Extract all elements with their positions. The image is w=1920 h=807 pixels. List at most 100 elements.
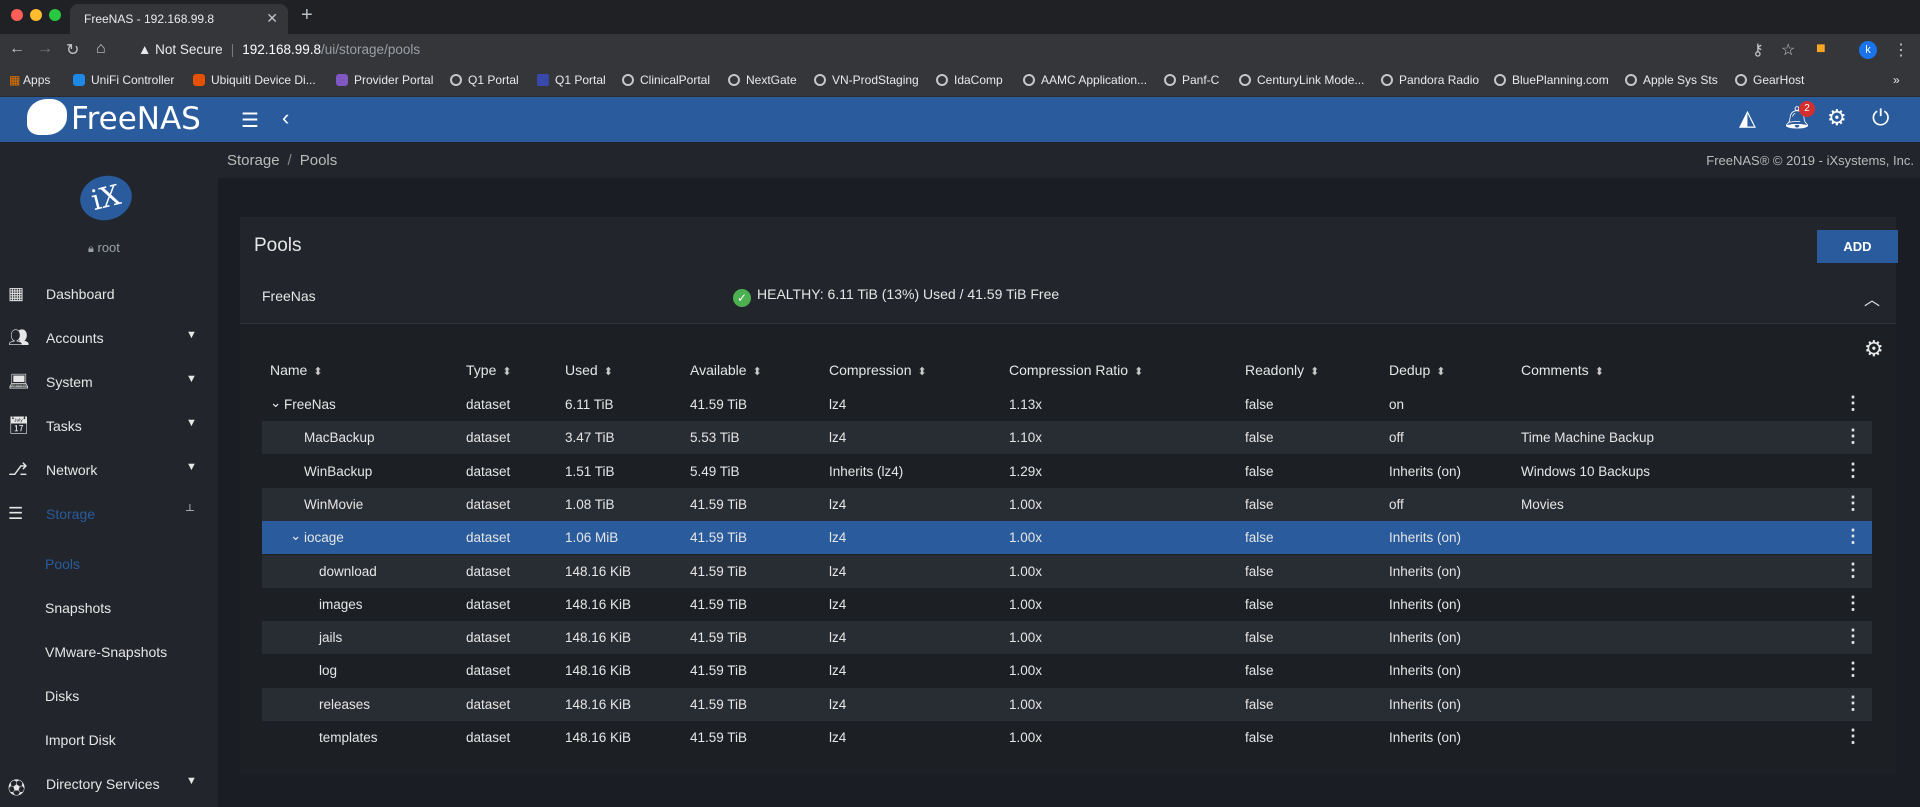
bookmark-item[interactable]: GearHost (1735, 73, 1804, 87)
bookmark-item[interactable]: Q1 Portal (537, 73, 606, 87)
freenas-logo[interactable]: FreeNAS (27, 99, 201, 137)
expand-chevron-icon[interactable]: ⌄ (270, 395, 282, 410)
sidebar-subitem-snapshots[interactable]: Snapshots (45, 600, 112, 616)
table-row[interactable]: WinBackup dataset 1.51 TiB 5.49 TiB Inherits… (262, 455, 1872, 488)
new-tab-icon[interactable]: + (301, 4, 313, 26)
bookmark-item[interactable]: Apple Sys Sts (1625, 73, 1718, 87)
sidebar-subitem-import-disk[interactable]: Import Disk (45, 732, 116, 748)
apps-grid-icon: ▦ (9, 73, 21, 87)
sidebar-item-directory-services[interactable]: ⚽︎ Directory Services ▼ (8, 775, 197, 798)
bookmark-item[interactable]: Provider Portal (336, 73, 433, 87)
row-actions-icon[interactable]: ⋮ (1844, 692, 1862, 713)
row-actions-icon[interactable]: ⋮ (1844, 659, 1862, 680)
bookmark-item[interactable]: Q1 Portal (450, 73, 519, 87)
bookmark-item[interactable]: ClinicalPortal (622, 73, 710, 87)
table-row[interactable]: download dataset 148.16 KiB 41.59 TiB lz4 1.0… (262, 554, 1872, 588)
column-header-used[interactable]: Used ⬍ (565, 362, 613, 378)
key-icon[interactable]: ⚷ (1752, 42, 1764, 59)
globe-icon (1381, 74, 1393, 86)
reload-icon[interactable]: ↻ (66, 42, 80, 59)
row-actions-icon[interactable]: ⋮ (1844, 559, 1862, 580)
home-icon[interactable]: ⌂ (96, 40, 106, 57)
browser-menu-icon[interactable]: ⋮ (1893, 42, 1909, 59)
bookmark-item[interactable]: UniFi Controller (73, 73, 174, 87)
row-actions-icon[interactable]: ⋮ (1844, 726, 1862, 746)
sidebar-item-accounts[interactable]: 👥︎ Accounts ▼ (8, 328, 197, 347)
bookmark-apps[interactable]: ▦ Apps (9, 73, 51, 87)
cell-available: 41.59 TiB (690, 496, 748, 512)
table-row[interactable]: log dataset 148.16 KiB 41.59 TiB lz4 1.00x fal… (262, 654, 1872, 687)
paint-bucket-icon[interactable]: ◭ (1739, 105, 1756, 130)
bookmark-item[interactable]: IdaComp (936, 73, 1003, 87)
power-icon[interactable]: ⏻ (1872, 105, 1890, 130)
address-bar[interactable]: ▲ Not Secure | 192.168.99.8/ui/storage/poo… (138, 42, 421, 57)
row-actions-icon[interactable]: ⋮ (1844, 426, 1862, 447)
column-header-type[interactable]: Type ⬍ (466, 362, 512, 378)
row-actions-icon[interactable]: ⋮ (1844, 626, 1862, 647)
column-header-available[interactable]: Available ⬍ (690, 362, 762, 378)
sidebar-subitem-vmware-snapshots[interactable]: VMware-Snapshots (45, 644, 168, 660)
sidebar-item-dashboard[interactable]: ▦ Dashboard (8, 284, 115, 303)
column-header-dedup[interactable]: Dedup ⬍ (1389, 362, 1446, 378)
table-row[interactable]: templates dataset 148.16 KiB 41.59 TiB lz4 1.… (262, 721, 1872, 754)
extension-icon[interactable]: ■ (1816, 40, 1826, 57)
cell-readonly: false (1245, 663, 1274, 679)
bookmark-item[interactable]: CenturyLink Mode... (1239, 73, 1364, 87)
table-row[interactable]: releases dataset 148.16 KiB 41.59 TiB lz4 1.0… (262, 687, 1872, 721)
row-actions-icon[interactable]: ⋮ (1844, 393, 1862, 413)
sidebar-item-network[interactable]: ⎇ Network ▼ (8, 460, 197, 479)
table-row[interactable]: ⌄ iocage dataset 1.06 MiB 41.59 TiB lz4 1.00x f… (262, 521, 1872, 555)
table-row[interactable]: images dataset 148.16 KiB 41.59 TiB lz4 1.00x… (262, 588, 1872, 621)
minimize-window-button[interactable] (30, 9, 42, 21)
table-row[interactable]: ⌄ FreeNas dataset 6.11 TiB 41.59 TiB lz4 1.13x… (262, 388, 1872, 421)
bookmark-item[interactable]: Pandora Radio (1381, 73, 1479, 87)
browser-tab[interactable]: FreeNAS - 192.168.99.8 ✕ (70, 4, 288, 34)
dataset-name: jails (319, 630, 343, 646)
column-header-compression[interactable]: Compression ⬍ (829, 362, 927, 378)
sidebar-item-storage[interactable]: ☰ Storage ┴ (8, 504, 194, 523)
sidebar-subitem-pools[interactable]: Pools (45, 556, 81, 572)
gear-icon[interactable]: ⚙ (1827, 105, 1847, 130)
sidebar-item-tasks[interactable]: 📅︎ Tasks ▼ (8, 416, 197, 435)
star-icon[interactable]: ☆ (1781, 42, 1796, 59)
table-row[interactable]: MacBackup dataset 3.47 TiB 5.53 TiB lz4 1.10x… (262, 421, 1872, 455)
bookmark-item[interactable]: Panf-C (1164, 73, 1219, 87)
pool-header[interactable]: FreeNas ✓ HEALTHY: 6.11 TiB (13%) Used / … (240, 269, 1896, 324)
sidebar-subitem-disks[interactable]: Disks (45, 688, 80, 704)
cell-readonly: false (1245, 596, 1274, 612)
cell-readonly: false (1245, 730, 1274, 745)
table-row[interactable]: jails dataset 148.16 KiB 41.59 TiB lz4 1.00x f… (262, 621, 1872, 655)
expand-chevron-icon[interactable]: ⌄ (290, 528, 302, 544)
close-window-button[interactable] (11, 9, 23, 21)
table-settings-gear-icon[interactable]: ⚙ (1864, 336, 1884, 361)
breadcrumb-storage[interactable]: Storage (227, 152, 280, 169)
row-actions-icon[interactable]: ⋮ (1844, 459, 1862, 480)
row-actions-icon[interactable]: ⋮ (1844, 492, 1862, 513)
bookmark-item[interactable]: BluePlanning.com (1494, 73, 1609, 87)
maximize-window-button[interactable] (49, 9, 61, 21)
bookmark-item[interactable]: VN-ProdStaging (814, 73, 919, 87)
column-header-name[interactable]: Name ⬍ (270, 362, 323, 378)
row-actions-icon[interactable]: ⋮ (1844, 526, 1862, 547)
cell-ratio: 1.00x (1009, 563, 1043, 579)
profile-avatar[interactable]: k (1859, 41, 1877, 59)
column-header-readonly[interactable]: Readonly ⬍ (1245, 362, 1320, 378)
forward-icon[interactable]: → (37, 40, 53, 57)
bookmark-item[interactable]: AAMC Application... (1023, 73, 1147, 87)
column-header-comments[interactable]: Comments ⬍ (1521, 362, 1604, 378)
column-header-compression-ratio[interactable]: Compression Ratio ⬍ (1009, 362, 1144, 378)
bookmarks-overflow-icon[interactable]: » (1893, 73, 1900, 87)
chevron-up-icon[interactable]: ︿ (1864, 292, 1881, 309)
add-pool-button[interactable]: ADD (1817, 230, 1898, 263)
back-icon[interactable]: ← (9, 40, 25, 57)
row-actions-icon[interactable]: ⋮ (1844, 592, 1862, 613)
table-row[interactable]: WinMovie dataset 1.08 TiB 41.59 TiB lz4 1.00x… (262, 487, 1872, 521)
bookmark-item[interactable]: NextGate (728, 73, 797, 87)
chevron-left-icon[interactable]: ‹ (282, 105, 290, 130)
close-tab-icon[interactable]: ✕ (266, 10, 278, 26)
hamburger-menu-icon[interactable]: ☰ (241, 110, 259, 132)
bookmark-item[interactable]: Ubiquiti Device Di... (193, 73, 316, 87)
user-label[interactable]: 🔒︎ root (88, 240, 120, 255)
cell-compression: lz4 (829, 663, 847, 679)
sidebar-item-system[interactable]: 💻︎ System ▼ (8, 372, 197, 391)
